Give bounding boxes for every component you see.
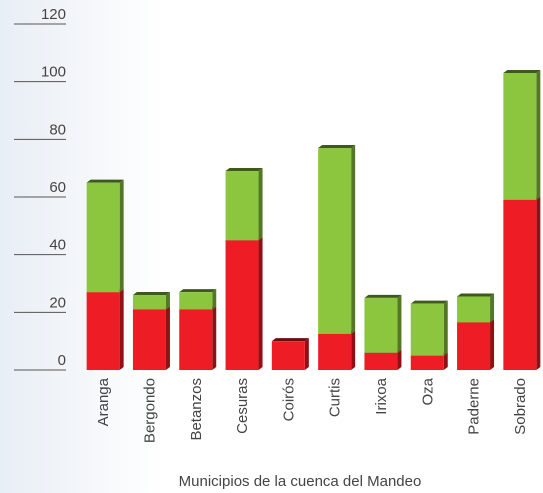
bar-face	[86, 182, 120, 293]
bar-face	[318, 147, 352, 334]
bar-face	[165, 292, 170, 310]
bar-face	[304, 338, 309, 370]
bar-face	[410, 355, 444, 370]
y-tick-label: 40	[49, 237, 66, 254]
bar-face	[119, 289, 124, 370]
bar-face	[457, 293, 495, 297]
x-tick-label: Aranga	[95, 377, 112, 426]
bar	[225, 237, 263, 370]
bar-face	[536, 196, 541, 370]
bar-face	[503, 70, 541, 74]
bar	[503, 196, 541, 370]
y-tick-label: 0	[58, 352, 66, 369]
bar-face	[410, 303, 444, 356]
x-tick-label: Coirós	[280, 378, 297, 421]
bar	[132, 292, 170, 310]
bar	[86, 179, 124, 293]
bar	[179, 306, 217, 370]
y-tick-label: 120	[41, 6, 66, 23]
x-axis-label: Municipios de la cuenca del Mandeo	[179, 473, 422, 490]
bar-face	[132, 295, 166, 310]
bar-face	[443, 300, 448, 356]
x-tick-label: Cesuras	[234, 378, 251, 434]
bar	[179, 289, 217, 310]
bar-face	[490, 293, 495, 323]
bar-face	[86, 292, 120, 370]
bar-face	[271, 338, 309, 342]
bar	[364, 349, 402, 370]
bar-face	[364, 352, 398, 370]
bar-face	[351, 330, 356, 370]
bar-face	[132, 309, 166, 370]
bar-face	[364, 297, 398, 353]
x-tick-label: Curtis	[327, 378, 344, 417]
bar	[225, 168, 263, 241]
bar-face	[86, 179, 124, 183]
bar-face	[179, 309, 213, 370]
bar-face	[212, 306, 217, 370]
bar-face	[318, 144, 356, 148]
bar	[271, 338, 309, 370]
bar-face	[258, 237, 263, 370]
bar-face	[225, 168, 263, 172]
x-tick-label: Bergondo	[141, 378, 158, 443]
x-tick-label: Oza	[419, 377, 436, 405]
bar-face	[397, 294, 402, 353]
bar	[457, 293, 495, 323]
bar	[410, 300, 448, 356]
bar-face	[364, 294, 402, 298]
bar-face	[503, 199, 537, 370]
x-tick-label: Irixoa	[373, 377, 390, 414]
bar-face	[503, 73, 537, 200]
bar-face	[490, 319, 495, 370]
bar-face	[165, 306, 170, 370]
y-tick-label: 100	[41, 64, 66, 81]
bar	[132, 306, 170, 370]
bar-face	[351, 144, 356, 334]
bar	[86, 289, 124, 370]
bar-face	[457, 322, 491, 370]
bar-face	[410, 300, 448, 304]
x-tick-label: Sobrado	[512, 378, 529, 435]
x-tick-label: Paderne	[466, 378, 483, 435]
bar-face	[536, 70, 541, 200]
bar-face	[179, 289, 217, 293]
bar-face	[397, 349, 402, 370]
bar	[503, 70, 541, 200]
bar	[318, 330, 356, 370]
y-tick-label: 60	[49, 179, 66, 196]
y-tick-label: 80	[49, 121, 66, 138]
bar-face	[119, 179, 124, 293]
bar-face	[443, 352, 448, 370]
bar-face	[457, 296, 491, 323]
bar	[457, 319, 495, 370]
bar-face	[318, 333, 352, 370]
bar-face	[271, 341, 305, 370]
bar-face	[212, 289, 217, 310]
y-tick-label: 20	[49, 294, 66, 311]
bar-face	[179, 292, 213, 310]
x-tick-label: Betanzos	[188, 378, 205, 441]
bar	[364, 294, 402, 353]
bar	[318, 144, 356, 334]
bar-face	[225, 240, 259, 370]
bar-face	[132, 292, 170, 296]
bar-face	[225, 171, 259, 241]
bar-face	[258, 168, 263, 241]
